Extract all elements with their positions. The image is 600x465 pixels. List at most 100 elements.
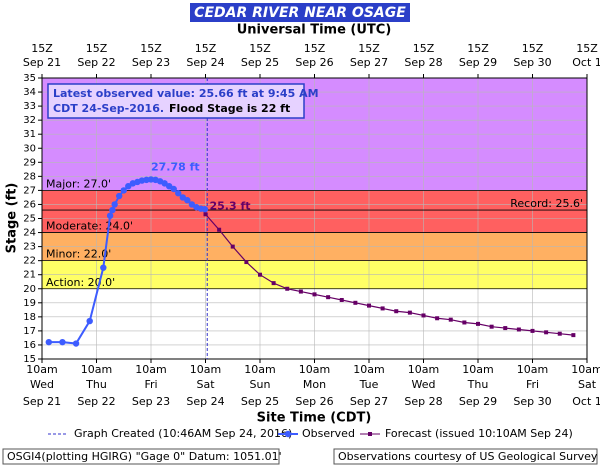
y-tick-label: 20 <box>23 284 36 295</box>
observed-point <box>45 338 53 346</box>
x-tick-time: 10am <box>517 363 548 376</box>
threshold-label: Record: 25.6' <box>510 197 583 210</box>
y-tick-label: 26 <box>23 199 36 210</box>
x2-tick-time: 15Z <box>195 42 217 55</box>
y-tick-label: 17 <box>23 326 36 337</box>
x2-tick-time: 15Z <box>31 42 53 55</box>
y-tick-label: 27 <box>23 185 36 196</box>
legend-label: Observed <box>302 427 355 440</box>
forecast-point <box>230 244 235 249</box>
x2-tick-date: Sep 23 <box>132 56 170 69</box>
forecast-point <box>380 306 385 311</box>
forecast-point <box>312 292 317 297</box>
threshold-label: Major: 27.0' <box>46 177 111 190</box>
x-tick-time: 10am <box>462 363 493 376</box>
footer-box <box>333 448 598 465</box>
annotation-line: Flood Stage is 22 ft <box>169 102 290 115</box>
x-tick-time: 10am <box>190 363 221 376</box>
forecast-point <box>516 327 521 332</box>
x2-tick-time: 15Z <box>358 42 380 55</box>
footer-box <box>2 448 280 465</box>
x-tick-day: Sat <box>196 378 215 391</box>
x-tick-date: Sep 25 <box>241 395 279 408</box>
observed-point <box>201 206 209 213</box>
observed-point <box>72 340 80 347</box>
threshold-label: Moderate: 24.0' <box>46 220 133 233</box>
observed-point <box>175 190 182 197</box>
y-tick-label: 32 <box>23 115 36 126</box>
annotation-box <box>47 83 305 119</box>
x-tick-time: 10am <box>299 363 330 376</box>
y-tick-label: 18 <box>23 312 36 323</box>
forecast-point <box>203 212 208 217</box>
x-tick-day: Thu <box>467 378 489 391</box>
x-tick-day: Sun <box>250 378 271 391</box>
forecast-point <box>271 281 276 286</box>
x2-tick-date: Oct 1 <box>572 56 600 69</box>
y-tick-label: 33 <box>23 101 36 112</box>
forecast-point <box>217 227 222 232</box>
observed-point <box>111 201 118 208</box>
x-tick-date: Sep 22 <box>77 395 115 408</box>
x-tick-date: Sep 30 <box>513 395 551 408</box>
forecast-point <box>394 309 399 314</box>
observed-point <box>86 317 93 325</box>
y-tick-label: 34 <box>23 87 36 98</box>
x-tick-date: Sep 23 <box>132 395 170 408</box>
forecast-point <box>353 300 358 305</box>
forecast-point <box>339 297 344 302</box>
footer-right: Observations courtesy of US Geological S… <box>338 450 598 463</box>
observed-point <box>184 197 191 204</box>
x2-tick-date: Sep 30 <box>513 56 551 69</box>
y-tick-label: 19 <box>23 298 36 309</box>
title-bar <box>190 3 410 22</box>
x-tick-time: 10am <box>408 363 439 376</box>
annotation-line: Latest observed value: 25.66 ft at 9:45 … <box>53 87 319 100</box>
x2-tick-time: 15Z <box>576 42 598 55</box>
x2-tick-date: Sep 26 <box>295 56 333 69</box>
x2-axis-label: Universal Time (UTC) <box>237 23 392 38</box>
forecast-point <box>557 331 562 336</box>
y-tick-label: 16 <box>23 340 36 351</box>
forecast-point <box>571 333 576 338</box>
observed-point <box>120 187 127 194</box>
y-tick-label: 28 <box>23 171 36 182</box>
x2-tick-time: 15Z <box>413 42 435 55</box>
y-tick-label: 21 <box>23 270 36 281</box>
y-tick-label: 30 <box>23 143 36 154</box>
x-tick-date: Sep 27 <box>350 395 388 408</box>
x2-tick-time: 15Z <box>522 42 544 55</box>
x-tick-date: Sep 26 <box>295 395 333 408</box>
x-tick-date: Oct 1 <box>572 395 600 408</box>
threshold-label: Action: 20.0' <box>46 276 115 289</box>
x2-tick-date: Sep 22 <box>77 56 115 69</box>
plot-area: Major: 27.0' Moderate: 24.0' Minor: 22.0' A… <box>41 77 588 360</box>
x2-tick-date: Sep 25 <box>241 56 279 69</box>
forecast-point <box>476 321 480 326</box>
y-tick-label: 31 <box>23 129 36 140</box>
x2-tick-time: 15Z <box>86 42 108 55</box>
forecast-point <box>448 317 453 322</box>
y-tick-label: 29 <box>23 157 36 168</box>
x-tick-day: Tue <box>359 378 379 391</box>
series-line <box>205 213 574 336</box>
legend-label: Forecast (issued 10:10AM Sep 24) <box>385 427 573 440</box>
forecast-point <box>503 326 508 331</box>
y-tick-label: 23 <box>23 242 36 253</box>
y-axis-label: Stage (ft) <box>5 183 20 254</box>
x-tick-time: 10am <box>353 363 384 376</box>
threshold-label: Minor: 22.0' <box>46 248 111 261</box>
forecast-point <box>407 310 412 315</box>
x-tick-time: 10am <box>135 363 166 376</box>
forecast-point <box>326 295 331 300</box>
forecast-point <box>530 328 535 333</box>
x-tick-day: Fri <box>144 378 157 391</box>
y-tick-label: 25 <box>23 214 36 225</box>
x2-tick-date: Sep 21 <box>23 56 61 69</box>
x-tick-day: Thu <box>85 378 107 391</box>
legend-label: Graph Created (10:46AM Sep 24, 2016) <box>74 427 292 440</box>
y-tick-label: 22 <box>23 256 36 267</box>
chart-title: CEDAR RIVER NEAR OSAGE <box>194 5 406 21</box>
observed-point <box>116 192 123 200</box>
